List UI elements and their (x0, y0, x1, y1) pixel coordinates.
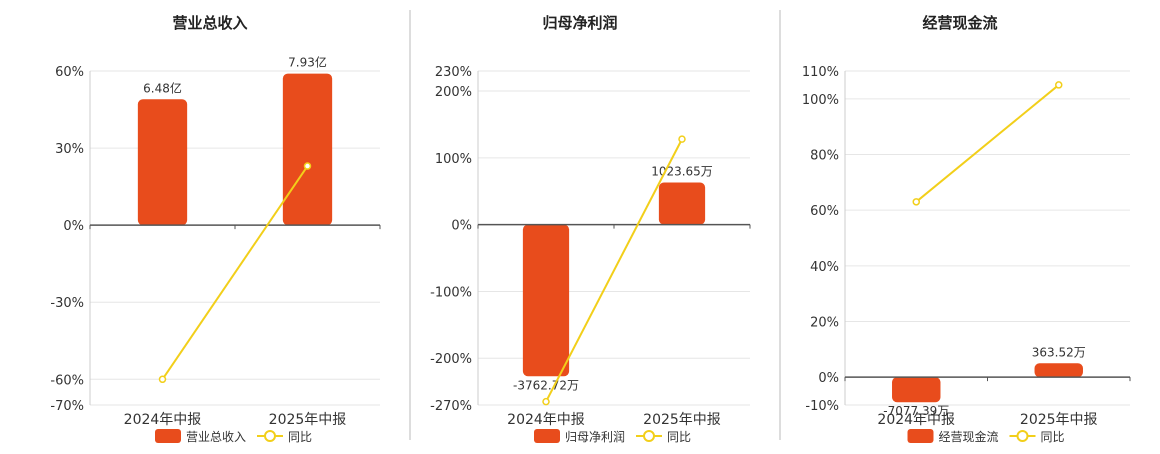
y-tick-label: 0% (63, 219, 84, 234)
yoy-point (542, 397, 550, 406)
bar (282, 73, 333, 226)
yoy-point (678, 135, 686, 143)
y-tick-label: -270% (430, 399, 472, 414)
yoy-point (912, 198, 920, 206)
y-tick-label: 60% (810, 204, 839, 219)
bar-value-label: -3762.72万 (513, 378, 579, 392)
legend-bar-swatch (534, 429, 560, 443)
bar (892, 377, 941, 403)
y-tick-label: -60% (50, 373, 84, 388)
yoy-line (161, 165, 309, 380)
legend-bar-swatch (155, 429, 181, 443)
y-tick-label: 110% (802, 65, 839, 80)
x-category-label: 2024年中报 (507, 412, 585, 428)
y-tick-label: 30% (55, 142, 84, 157)
bar-value-label: 1023.65万 (651, 165, 713, 179)
y-tick-label: 230% (435, 65, 472, 80)
yoy-line (545, 138, 683, 403)
x-category-label: 2024年中报 (124, 412, 202, 428)
bar (137, 99, 188, 226)
y-tick-label: 0% (451, 219, 472, 234)
legend-yoy-label: 同比 (288, 430, 312, 444)
bar (522, 224, 570, 377)
y-tick-label: 100% (435, 152, 472, 167)
legend-bar-swatch (907, 429, 934, 443)
legend-yoy-label: 同比 (1041, 430, 1065, 444)
bar (1034, 363, 1083, 378)
x-category-label: 2025年中报 (269, 412, 347, 428)
bar-value-label: 363.52万 (1032, 345, 1086, 359)
yoy-point (158, 375, 167, 384)
y-tick-label: 80% (810, 149, 839, 164)
legend-yoy-label: 同比 (667, 430, 691, 444)
x-category-label: 2025年中报 (1020, 412, 1098, 428)
bar-value-label: -7077.39万 (883, 404, 949, 418)
y-tick-label: 60% (55, 65, 84, 80)
legend-yoy-swatch-point (643, 430, 655, 442)
y-tick-label: -70% (50, 399, 84, 414)
legend-bar-label: 营业总收入 (186, 430, 246, 444)
y-tick-label: -100% (430, 285, 472, 300)
y-tick-label: 20% (810, 316, 839, 331)
y-tick-label: 200% (435, 85, 472, 100)
y-tick-label: -30% (50, 296, 84, 311)
chart-title: 营业总收入 (172, 14, 247, 32)
x-category-label: 2025年中报 (643, 412, 721, 428)
legend-bar-label: 经营现金流 (939, 429, 999, 444)
x-category-label: 2024年中报 (877, 412, 955, 428)
bar (658, 182, 706, 225)
y-tick-label: -10% (805, 399, 839, 414)
yoy-line (915, 84, 1060, 203)
yoy-point (1055, 81, 1063, 89)
y-tick-label: 40% (810, 260, 839, 275)
bar-value-label: 7.93亿 (288, 55, 327, 70)
yoy-point (303, 162, 312, 170)
y-tick-label: -200% (430, 352, 472, 367)
legend-bar-label: 归母净利润 (565, 430, 625, 444)
legend-yoy-swatch-point (264, 430, 276, 442)
y-tick-label: 100% (802, 93, 839, 108)
chart-title: 经营现金流 (922, 14, 997, 32)
y-tick-label: 0% (818, 371, 839, 386)
bar-value-label: 6.48亿 (143, 80, 182, 95)
legend-yoy-swatch-point (1016, 430, 1029, 442)
chart-title: 归母净利润 (542, 14, 617, 32)
